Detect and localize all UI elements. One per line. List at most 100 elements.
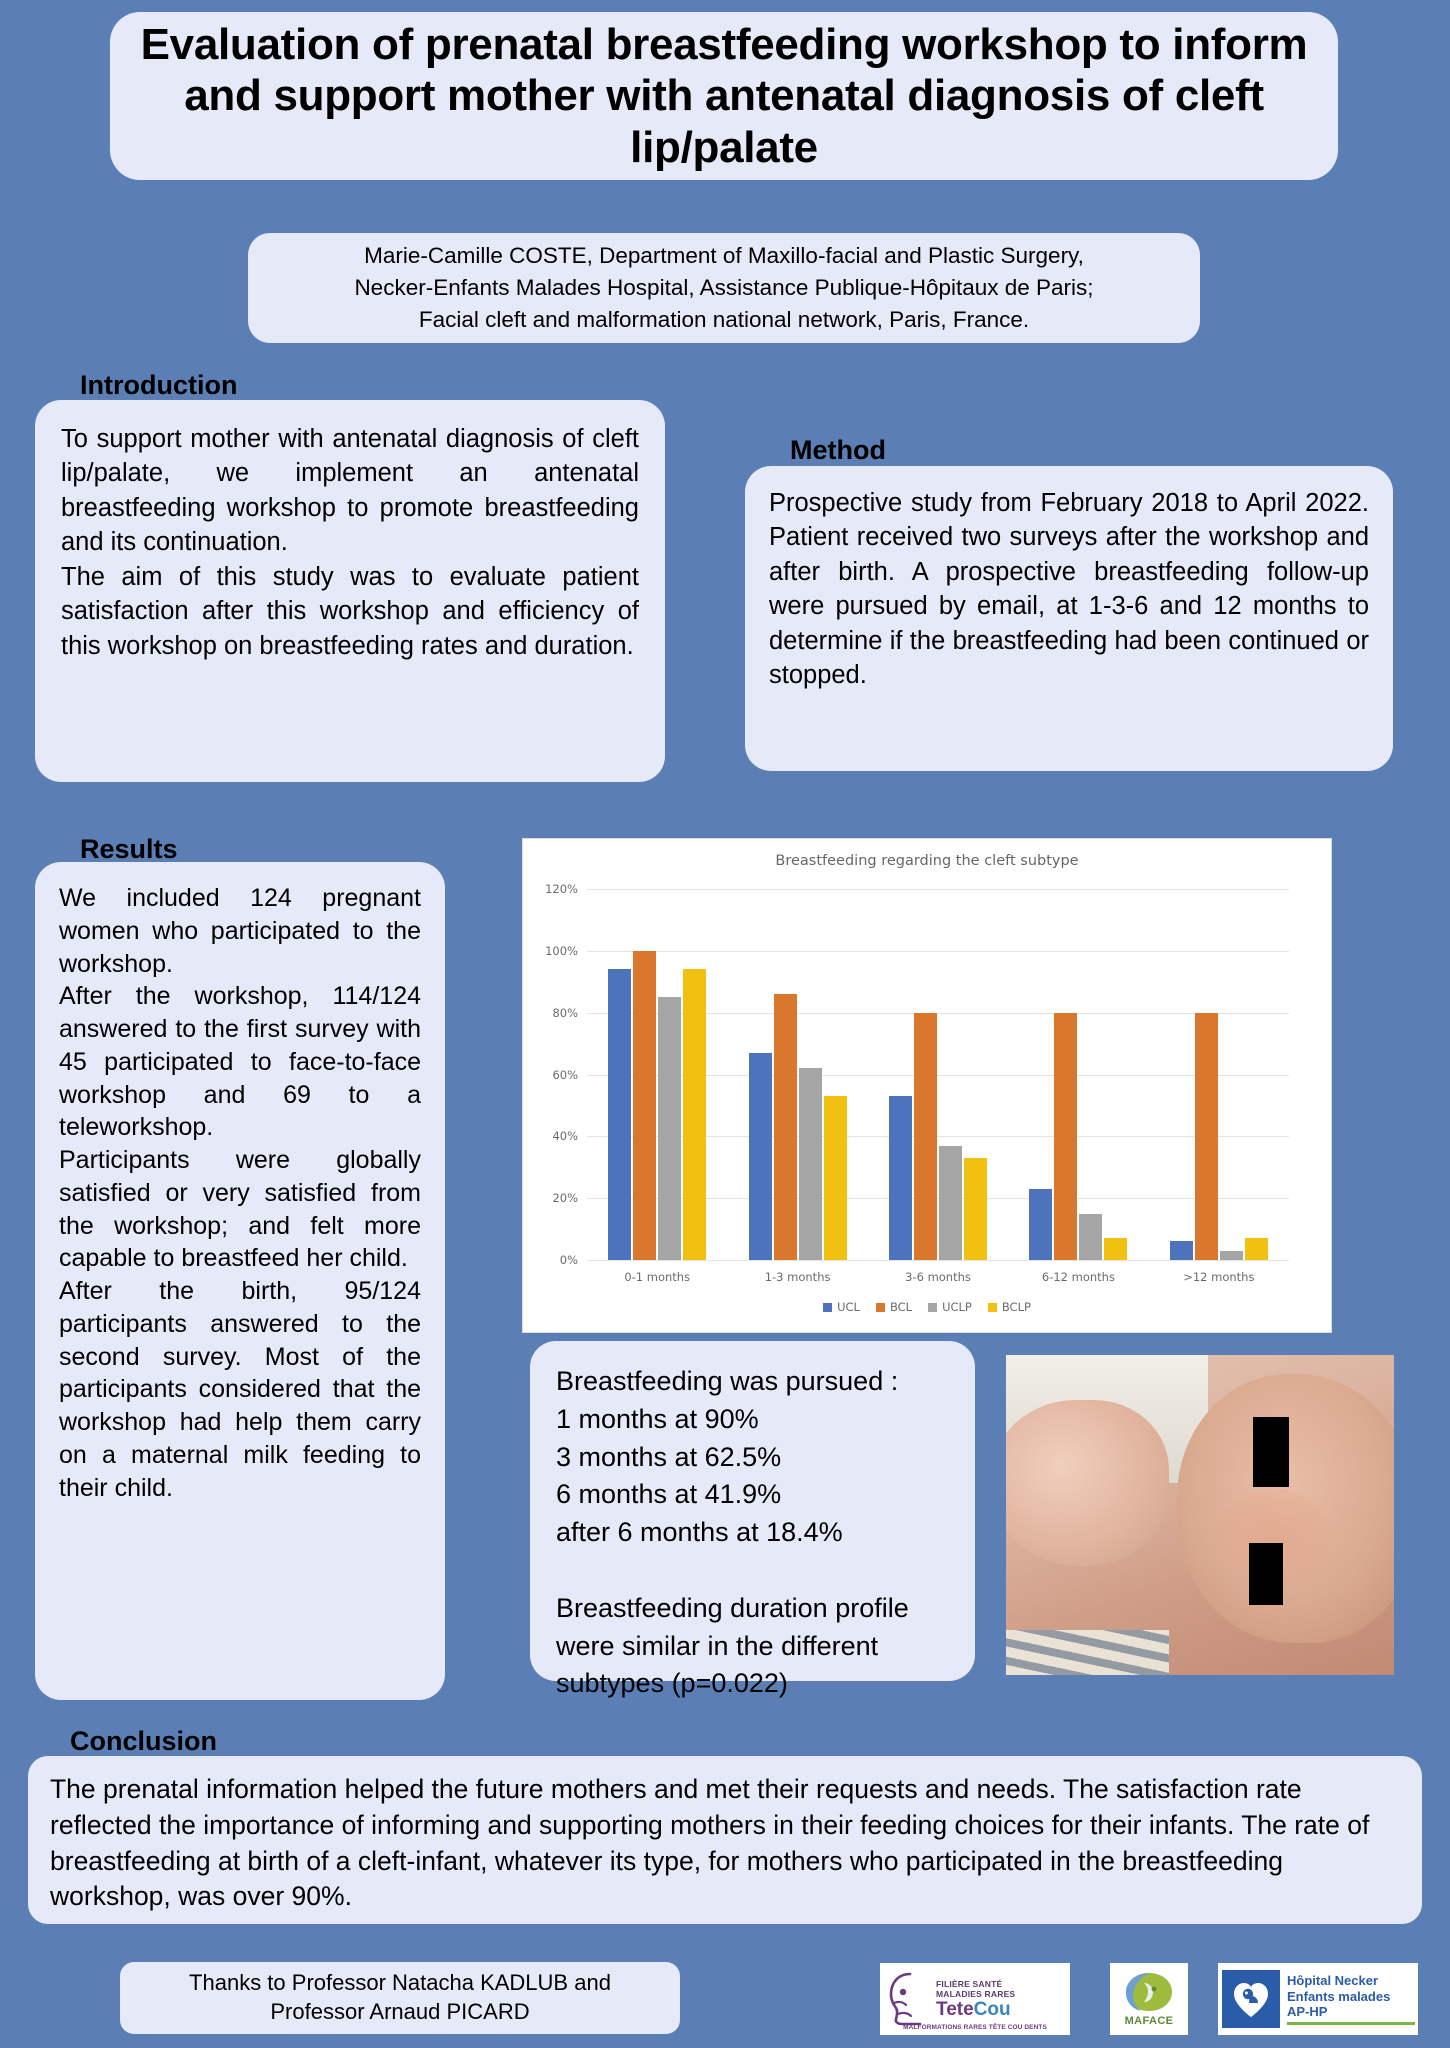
acknowledgements-text: Thanks to Professor Natacha KADLUB and P… (189, 1970, 611, 2024)
author-affiliation-card: Marie-Camille COSTE, Department of Maxil… (248, 233, 1200, 343)
results-body: We included 124 pregnant women who parti… (59, 884, 421, 1502)
chart-legend-swatch (823, 1302, 833, 1312)
section-heading-introduction: Introduction (80, 370, 238, 400)
introduction-card: To support mother with antenatal diagnos… (35, 400, 665, 782)
necker-line3: AP-HP (1287, 2003, 1328, 2019)
chart-legend-item: UCL (823, 1300, 860, 1314)
introduction-body: To support mother with antenatal diagnos… (61, 425, 639, 660)
conclusion-body: The prenatal information helped the futu… (50, 1774, 1370, 1912)
chart-legend-label: UCL (837, 1300, 860, 1314)
chart-x-tick-label: 0-1 months (624, 1270, 691, 1284)
chart-bar-ucl (748, 1052, 772, 1260)
chart-bar-bcl (1194, 1012, 1218, 1260)
chart-y-tick-label: 60% (552, 1067, 578, 1082)
chart-bar-group: >12 months (1149, 889, 1289, 1284)
chart-y-tick-label: 120% (545, 882, 578, 896)
tetecou-brand: TeteCou (936, 2000, 1015, 2019)
tetecou-line2: MALADIES RARES (936, 1989, 1016, 1999)
breastfeeding-stats-text: Breastfeeding was pursued : 1 months at … (556, 1366, 909, 1699)
chart-bar-bclp (1244, 1238, 1268, 1260)
chart-legend-swatch (875, 1302, 885, 1312)
necker-heart-icon (1222, 1970, 1280, 2028)
chart-bar-bclp (964, 1157, 988, 1260)
chart-gridline: 0% (560, 1253, 1289, 1267)
author-affiliation-text: Marie-Camille COSTE, Department of Maxil… (354, 243, 1094, 332)
chart-y-tick-label: 0% (559, 1253, 578, 1267)
chart-bar-bcl (914, 1012, 938, 1260)
breastfeeding-bar-chart: Breastfeeding regarding the cleft subtyp… (522, 838, 1332, 1333)
necker-wordmark: Hôpital Necker Enfants malades AP-HP (1287, 1973, 1415, 2025)
chart-y-tick-label: 40% (552, 1129, 578, 1144)
chart-gridline: 100% (545, 944, 1289, 958)
chart-bar-bcl (633, 950, 657, 1260)
chart-x-tick-label: 1-3 months (764, 1270, 831, 1284)
page-title: Evaluation of prenatal breastfeeding wor… (140, 19, 1308, 172)
necker-rule (1287, 2022, 1415, 2025)
chart-bar-groups: 0-1 months 1-3 months 3-6 months 6-12 month… (587, 889, 1289, 1284)
chart-gridline: 120% (545, 882, 1289, 896)
chart-bar-bcl (773, 994, 797, 1260)
chart-bar-uclp (1079, 1213, 1103, 1260)
chart-bar-ucl (1169, 1241, 1193, 1260)
method-card: Prospective study from February 2018 to … (745, 466, 1393, 771)
chart-bar-bclp (683, 969, 707, 1260)
section-heading-method: Method (790, 435, 886, 465)
maface-logo: MAFACE (1110, 1963, 1188, 2035)
chart-x-tick-label: >12 months (1183, 1270, 1255, 1284)
chart-x-tick-label: 6-12 months (1041, 1270, 1115, 1284)
chart-y-tick-label: 20% (552, 1191, 578, 1206)
necker-hospital-logo: Hôpital Necker Enfants malades AP-HP (1218, 1963, 1418, 2035)
necker-line1: Hôpital Necker (1287, 1973, 1379, 1989)
photo-striped-fabric (1006, 1630, 1169, 1675)
method-body: Prospective study from February 2018 to … (769, 489, 1369, 690)
chart-legend-label: UCLP (942, 1300, 972, 1314)
chart-bar-uclp (939, 1145, 963, 1260)
redaction-bar (1253, 1417, 1289, 1487)
chart-bar-group: 0-1 months (587, 889, 727, 1284)
chart-bar-ucl (1029, 1188, 1053, 1260)
chart-legend-label: BCL (889, 1300, 913, 1314)
chart-title: Breastfeeding regarding the cleft subtyp… (775, 853, 1079, 869)
chart-bar-bclp (1104, 1238, 1128, 1260)
chart-legend-item: BCL (875, 1300, 913, 1314)
chart-plot-area: 0% 20% 40% 60% 80% 100% 120% 0-1 months 1-3 mon… (545, 882, 1289, 1284)
section-heading-conclusion: Conclusion (70, 1726, 217, 1756)
chart-bar-bclp (823, 1096, 847, 1260)
photo-hand (1006, 1399, 1169, 1567)
chart-bar-uclp (658, 997, 682, 1260)
chart-legend-item: BCLP (987, 1300, 1031, 1314)
tetecou-wordmark: FILIÈRE SANTÉ MALADIES RARES TeteCou (936, 1979, 1015, 2019)
chart-y-tick-label: 100% (545, 943, 578, 958)
necker-line2: Enfants malades (1287, 1988, 1391, 2004)
chart-legend-swatch (987, 1302, 997, 1312)
chart-legend: UCL BCL UCLP BCLP (523, 1300, 1331, 1314)
chart-gridline: 60% (552, 1068, 1289, 1082)
chart-legend-label: BCLP (1001, 1300, 1031, 1314)
breastfeeding-photo (1006, 1355, 1394, 1675)
chart-bar-group: 6-12 months (1008, 889, 1148, 1284)
chart-bar-group: 1-3 months (727, 889, 867, 1284)
acknowledgements-card: Thanks to Professor Natacha KADLUB and P… (120, 1962, 680, 2034)
tetecou-line1: FILIÈRE SANTÉ (936, 1979, 1003, 1989)
chart-y-tick-label: 80% (552, 1005, 578, 1020)
maface-wordmark: MAFACE (1124, 2015, 1174, 2027)
tetecou-footer: MALFORMATIONS RARES TÊTE COU DENTS (903, 2024, 1047, 2031)
chart-legend-swatch (928, 1302, 938, 1312)
chart-bar-uclp (1219, 1250, 1243, 1260)
maface-face-icon (1125, 1973, 1172, 2011)
breastfeeding-stats-card: Breastfeeding was pursued : 1 months at … (530, 1341, 975, 1698)
chart-bar-uclp (798, 1068, 822, 1260)
redaction-bar (1249, 1543, 1283, 1605)
poster-title-card: Evaluation of prenatal breastfeeding wor… (110, 12, 1338, 180)
section-heading-results: Results (80, 834, 178, 864)
chart-bar-bcl (1054, 1012, 1078, 1260)
chart-bar-ucl (889, 1096, 913, 1260)
results-card: We included 124 pregnant women who parti… (35, 862, 445, 1700)
chart-gridline: 40% (552, 1129, 1289, 1143)
tetecou-brand-tete: Tete (936, 1999, 974, 2020)
chart-gridline: 20% (552, 1191, 1289, 1205)
head-profile-icon (886, 1970, 932, 2028)
chart-x-tick-label: 3-6 months (905, 1270, 971, 1284)
chart-bar-ucl (608, 969, 632, 1260)
